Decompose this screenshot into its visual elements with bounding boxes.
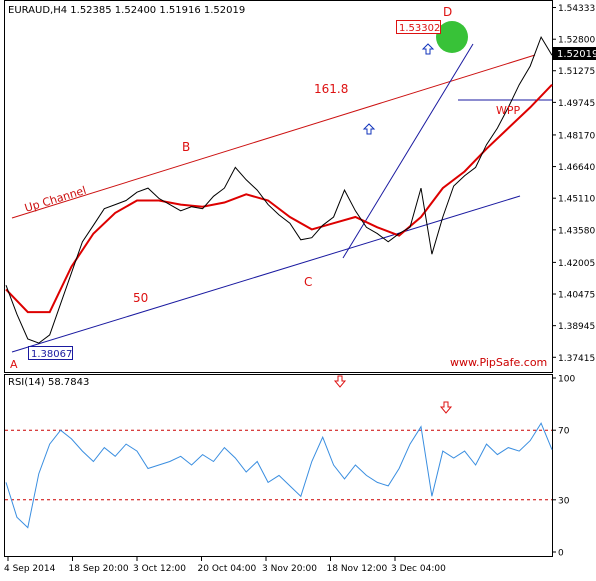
- x-tick-label: 3 Nov 20:00: [262, 564, 317, 574]
- price-y-axis: 1.54333 1.52800 1.51275 1.49745 1.48170 1.466…: [552, 4, 595, 364]
- price-y-tick-label: 1.49745: [558, 99, 595, 109]
- high-highlight-circle: [436, 21, 468, 53]
- high-price-label: 1.53302: [399, 23, 440, 34]
- price-y-tick-label: 1.38945: [558, 322, 595, 332]
- moving-average-line: [5, 84, 553, 314]
- point-label-a: A: [10, 358, 18, 371]
- wpp-label: WPP: [496, 104, 521, 117]
- price-y-tick-label: 1.54333: [558, 4, 595, 14]
- x-tick-label: 3 Dec 04:00: [391, 564, 446, 574]
- x-tick-label: 3 Oct 12:00: [133, 564, 186, 574]
- price-chart-title: EURAUD,H4 1.52385 1.52400 1.51916 1.5201…: [8, 5, 245, 16]
- x-tick-label: 20 Oct 04:00: [198, 564, 257, 574]
- point-label-c: C: [304, 275, 312, 289]
- price-y-tick-label: 1.42005: [558, 259, 595, 269]
- fib-label-50: 50: [133, 291, 148, 305]
- point-label-d: D: [443, 5, 452, 19]
- down-arrow-icon: [333, 375, 347, 388]
- point-label-b: B: [182, 140, 190, 154]
- price-panel-frame: [4, 0, 553, 373]
- price-y-tick-label: 1.40475: [558, 291, 595, 301]
- rsi-y-tick-label: 30: [558, 496, 570, 506]
- up-channel-line: [11, 54, 536, 219]
- x-tick-label: 18 Sep 20:00: [69, 564, 129, 574]
- lower-channel-line: [11, 195, 521, 353]
- rsi-panel-frame: [4, 374, 553, 557]
- up-arrow-icon: [421, 43, 435, 55]
- rsi-line: [5, 422, 553, 529]
- price-y-tick-label: 1.37415: [558, 354, 595, 364]
- low-price-box: [28, 346, 73, 360]
- down-arrow-icon: [439, 401, 453, 414]
- price-y-tick-label: 1.52800: [558, 36, 595, 46]
- x-axis: 4 Sep 2014 18 Sep 20:00 3 Oct 12:00 20 Oct …: [4, 557, 446, 574]
- up-arrow-icon: [362, 123, 376, 135]
- current-price-label: 1.52019: [557, 49, 596, 60]
- price-y-tick-label: 1.45110: [558, 195, 595, 205]
- fib-label-161: 161.8: [314, 82, 348, 96]
- price-y-tick-label: 1.46640: [558, 163, 595, 173]
- rsi-y-tick-label: 70: [558, 427, 570, 437]
- price-y-tick-label: 1.51275: [558, 67, 595, 77]
- rsi-y-axis: 100 70 30 0: [552, 375, 575, 559]
- price-y-tick-label: 1.48170: [558, 131, 595, 141]
- x-tick-label: 4 Sep 2014: [4, 564, 56, 574]
- x-tick-label: 18 Nov 12:00: [327, 564, 388, 574]
- high-price-box: [396, 20, 441, 34]
- low-price-label: 1.38067: [31, 349, 72, 360]
- rsi-y-tick-label: 0: [558, 549, 564, 559]
- price-y-tick-label: 1.43580: [558, 226, 595, 236]
- current-price-box: [553, 47, 596, 60]
- rsi-y-tick-label: 100: [558, 375, 575, 385]
- rsi-chart-title: RSI(14) 58.7843: [8, 377, 89, 388]
- watermark: www.PipSafe.com: [450, 356, 547, 369]
- price-line: [5, 35, 553, 344]
